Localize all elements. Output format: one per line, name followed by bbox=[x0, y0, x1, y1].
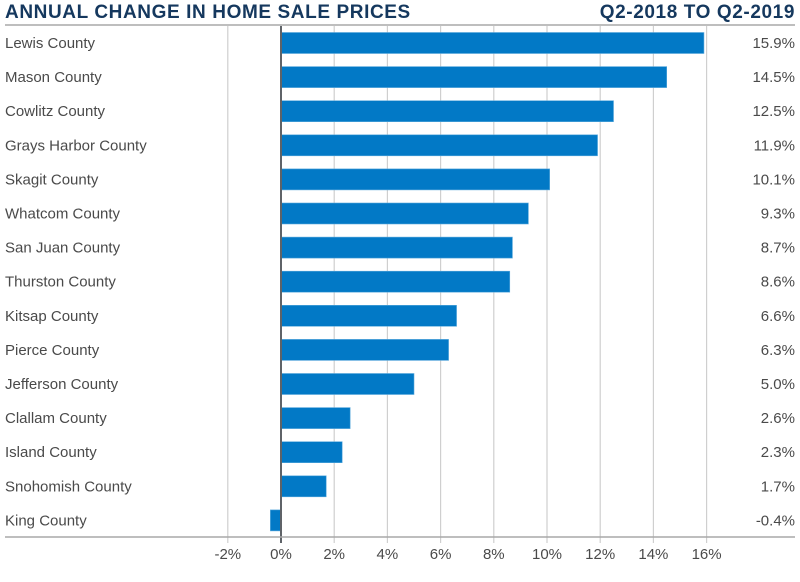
bar-grays-harbor-county bbox=[280, 134, 598, 157]
x-tick-label: -2% bbox=[214, 546, 241, 563]
value-label: 10.1% bbox=[752, 171, 795, 188]
bar-jefferson-county bbox=[280, 373, 415, 395]
x-tick-label: 10% bbox=[532, 546, 562, 563]
value-label: 2.6% bbox=[761, 410, 795, 427]
value-label: 9.3% bbox=[761, 206, 795, 223]
bar-whatcom-county bbox=[280, 202, 529, 225]
bar-skagit-county bbox=[280, 168, 550, 191]
category-label: Skagit County bbox=[5, 171, 99, 188]
value-label: 8.7% bbox=[761, 240, 795, 257]
category-label: Pierce County bbox=[5, 342, 100, 359]
category-label: Kitsap County bbox=[5, 308, 99, 325]
value-label: 6.6% bbox=[761, 308, 795, 325]
value-label: 2.3% bbox=[761, 444, 795, 461]
bar-cowlitz-county bbox=[280, 100, 614, 122]
category-label: Mason County bbox=[5, 69, 102, 86]
x-tick-label: 4% bbox=[377, 546, 399, 563]
category-label: Thurston County bbox=[5, 274, 116, 291]
bar-pierce-county bbox=[280, 339, 449, 361]
x-tick-label: 12% bbox=[585, 546, 615, 563]
category-label: Jefferson County bbox=[5, 376, 119, 393]
x-tick-label: 8% bbox=[483, 546, 505, 563]
x-tick-label: 6% bbox=[430, 546, 452, 563]
bar-king-county bbox=[270, 509, 282, 532]
category-label: Island County bbox=[5, 444, 97, 461]
value-label: -0.4% bbox=[756, 512, 795, 529]
chart-subtitle: Q2-2018 TO Q2-2019 bbox=[599, 2, 795, 23]
value-label: 15.9% bbox=[752, 35, 795, 52]
value-label: 1.7% bbox=[761, 478, 795, 495]
category-label: Grays Harbor County bbox=[5, 137, 147, 154]
bar-island-county bbox=[280, 441, 343, 464]
x-tick-label: 14% bbox=[638, 546, 668, 563]
chart-title: ANNUAL CHANGE IN HOME SALE PRICES bbox=[5, 2, 411, 23]
value-label: 6.3% bbox=[761, 342, 795, 359]
bar-mason-county bbox=[280, 66, 668, 88]
x-tick-label: 0% bbox=[270, 546, 292, 563]
x-tick-label: 16% bbox=[692, 546, 722, 563]
bar-lewis-county bbox=[280, 32, 705, 54]
bar-snohomish-county bbox=[280, 475, 327, 498]
value-label: 8.6% bbox=[761, 274, 795, 291]
category-label: King County bbox=[5, 512, 87, 529]
value-label: 14.5% bbox=[752, 69, 795, 86]
category-label: Lewis County bbox=[5, 35, 96, 52]
category-label: Clallam County bbox=[5, 410, 107, 427]
category-label: Cowlitz County bbox=[5, 103, 106, 120]
bar-kitsap-county bbox=[280, 304, 457, 327]
value-label: 5.0% bbox=[761, 376, 795, 393]
x-tick-label: 2% bbox=[323, 546, 345, 563]
bar-thurston-county bbox=[280, 270, 511, 293]
value-label: 11.9% bbox=[754, 137, 795, 154]
bar-san-juan-county bbox=[280, 236, 513, 259]
category-label: Snohomish County bbox=[5, 478, 132, 495]
value-label: 12.5% bbox=[752, 103, 795, 120]
bar-clallam-county bbox=[280, 407, 351, 429]
category-label: San Juan County bbox=[5, 240, 121, 257]
category-label: Whatcom County bbox=[5, 206, 121, 223]
